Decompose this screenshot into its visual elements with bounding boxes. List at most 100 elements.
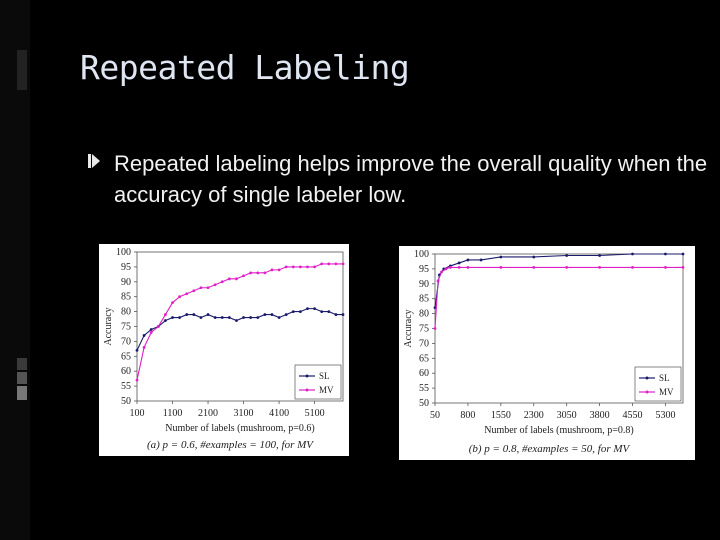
x-tick-label: 2300 — [524, 410, 544, 421]
y-tick-label: 55 — [121, 381, 131, 392]
x-tick-label: 3100 — [234, 408, 254, 419]
data-point-mv — [235, 277, 238, 281]
data-point-sl — [341, 313, 345, 316]
series-line-sl — [434, 253, 683, 308]
legend-box — [634, 366, 682, 402]
y-tick-label: 85 — [121, 292, 131, 303]
x-tick-label: 3050 — [557, 410, 577, 421]
data-point-mv — [681, 266, 685, 269]
y-tick-label: 85 — [419, 294, 429, 305]
data-point-sl — [235, 319, 238, 322]
left-accent-bar — [0, 0, 30, 540]
data-point-sl — [457, 261, 461, 265]
data-point-sl — [433, 306, 437, 310]
chart-panel-a: 50 55 60 65 70 75 80 85 90 95 100 100 1100 2100 3100 41… — [99, 244, 349, 456]
chart-a: 50 55 60 65 70 75 80 85 90 95 100 100 1100 2100 3100 41… — [103, 247, 345, 451]
data-point-sl — [256, 316, 260, 319]
legend-label: MV — [319, 385, 334, 395]
data-point-mv — [433, 327, 437, 330]
x-tick-label: 5100 — [305, 408, 325, 419]
x-axis-label: Number of labels (mushroom, p=0.6) — [165, 423, 315, 434]
data-point-mv — [213, 283, 217, 287]
data-point-sl — [532, 255, 536, 259]
y-tick-label: 90 — [419, 279, 429, 290]
y-tick-label: 80 — [419, 309, 429, 320]
data-point-mv — [178, 295, 182, 299]
data-point-mv — [306, 265, 309, 269]
data-point-sl — [270, 313, 274, 316]
data-point-sl — [313, 307, 316, 311]
bullet-item: Repeated labeling helps improve the over… — [88, 148, 708, 210]
data-point-mv — [263, 271, 267, 275]
data-point-sl — [149, 328, 153, 331]
data-point-sl — [164, 319, 167, 322]
y-tick-label: 95 — [419, 264, 429, 275]
data-point-mv — [249, 271, 253, 275]
chart-panel-b: 50 55 60 65 70 75 80 85 90 95 100 50 800 1550 2300 3050… — [399, 246, 695, 460]
legend-marker — [305, 388, 309, 392]
x-axis-label: Number of labels (mushroom, p=0.8) — [484, 425, 634, 436]
data-point-mv — [444, 267, 448, 271]
x-tick-label: 3800 — [590, 410, 610, 421]
data-point-mv — [220, 280, 224, 284]
data-point-mv — [598, 266, 602, 269]
data-point-sl — [565, 254, 569, 257]
y-tick-label: 90 — [121, 277, 131, 288]
data-point-sl — [227, 316, 231, 319]
y-tick-label: 95 — [121, 262, 131, 273]
y-tick-label: 65 — [419, 353, 429, 364]
data-point-sl — [242, 316, 245, 319]
y-axis-label: Accuracy — [403, 309, 414, 347]
data-point-sl — [631, 252, 634, 256]
x-tick-label: 50 — [430, 410, 440, 421]
y-tick-label: 80 — [121, 307, 131, 318]
data-point-mv — [466, 266, 470, 269]
y-tick-label: 70 — [121, 336, 131, 347]
y-tick-label: 100 — [414, 249, 429, 260]
data-point-sl — [598, 254, 602, 257]
data-point-mv — [185, 292, 189, 296]
data-point-sl — [213, 316, 217, 319]
data-point-mv — [291, 265, 295, 269]
chart-caption: (a) p = 0.6, #examples = 100, for MV — [147, 439, 314, 451]
y-tick-label: 60 — [121, 366, 131, 377]
series-line-sl — [136, 308, 343, 351]
data-point-mv — [171, 301, 174, 305]
data-point-mv — [242, 274, 245, 278]
y-axis-label: Accuracy — [103, 307, 114, 345]
data-point-mv — [334, 262, 338, 266]
y-tick-label: 75 — [121, 322, 131, 333]
data-point-mv — [284, 265, 288, 269]
data-point-mv — [277, 268, 281, 272]
data-point-mv — [457, 266, 461, 269]
data-point-sl — [249, 316, 253, 319]
x-tick-label: 5300 — [655, 410, 675, 421]
x-tick-label: 1100 — [163, 408, 183, 419]
data-point-mv — [270, 268, 274, 272]
data-point-sl — [277, 316, 281, 319]
data-point-mv — [313, 265, 316, 269]
chart-caption: (b) p = 0.8, #examples = 50, for MV — [469, 443, 631, 455]
data-point-sl — [192, 313, 196, 316]
y-tick-label: 55 — [419, 383, 429, 394]
data-point-sl — [298, 310, 302, 313]
slide-title: Repeated Labeling — [80, 48, 410, 87]
data-point-mv — [142, 345, 146, 349]
legend-marker — [305, 374, 309, 378]
data-point-mv — [199, 286, 203, 290]
data-point-mv — [320, 262, 324, 266]
data-point-mv — [149, 331, 153, 334]
data-point-mv — [227, 277, 231, 281]
data-point-mv — [135, 378, 139, 382]
accent-block — [17, 358, 27, 370]
x-tick-label: 2100 — [198, 408, 218, 419]
data-point-sl — [466, 258, 470, 262]
data-point-mv — [341, 262, 345, 266]
legend-label: SL — [319, 371, 330, 381]
x-tick-label: 800 — [460, 410, 475, 421]
y-tick-label: 50 — [419, 398, 429, 409]
legend-marker — [645, 376, 649, 380]
bullet-arrow-icon — [88, 154, 100, 168]
data-point-mv — [436, 279, 440, 283]
data-point-sl — [220, 316, 224, 319]
